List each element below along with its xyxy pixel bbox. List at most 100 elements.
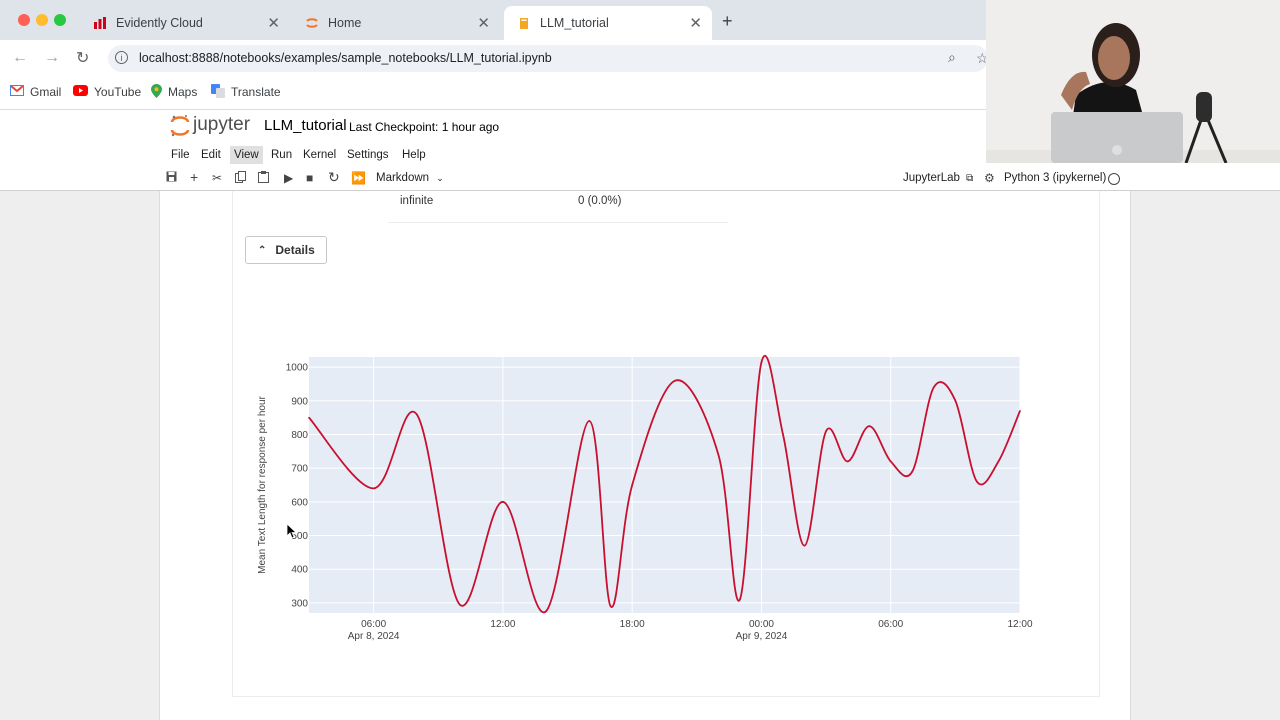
fast-forward-icon[interactable]: ⏩ bbox=[351, 171, 366, 185]
reload-icon[interactable]: ↻ bbox=[76, 50, 90, 67]
data-point bbox=[782, 433, 784, 436]
zoom-magnifier-icon[interactable]: ⌕ bbox=[948, 49, 956, 65]
data-point bbox=[997, 460, 1000, 463]
gear-icon[interactable]: ⚙ bbox=[984, 171, 995, 185]
external-link-icon: ⧉ bbox=[966, 173, 974, 184]
maximize-window-button[interactable] bbox=[54, 14, 66, 26]
jupyterlab-link[interactable]: JupyterLab ⧉ bbox=[903, 172, 973, 184]
url-text[interactable]: localhost:8888/notebooks/examples/sample… bbox=[139, 51, 552, 65]
y-axis-label: Mean Text Length for response per hour bbox=[257, 395, 268, 573]
bookmark-label: YouTube bbox=[94, 85, 142, 99]
data-point bbox=[308, 416, 310, 419]
y-tick-label: 1000 bbox=[286, 363, 309, 374]
data-point bbox=[933, 386, 935, 389]
minimize-window-button[interactable] bbox=[36, 14, 48, 26]
run-cell-icon[interactable]: ▶ bbox=[284, 171, 294, 185]
tab-llm-tutorial[interactable]: LLM_tutorial ✕ bbox=[504, 6, 712, 40]
checkpoint-status: Last Checkpoint: 1 hour ago bbox=[349, 120, 500, 134]
tab-title: Home bbox=[328, 16, 362, 30]
data-point bbox=[631, 484, 633, 486]
close-window-button[interactable] bbox=[18, 14, 30, 26]
y-tick-label: 900 bbox=[291, 396, 308, 407]
data-point bbox=[1019, 410, 1021, 412]
cell-type-value: Markdown bbox=[376, 172, 430, 184]
restart-kernel-icon[interactable]: ↻ bbox=[328, 169, 340, 185]
back-arrow-icon[interactable]: ← bbox=[12, 49, 28, 66]
table-divider bbox=[388, 222, 728, 223]
data-point bbox=[889, 460, 892, 463]
chevron-up-icon: ⌃ bbox=[258, 244, 267, 256]
bookmark-label: Maps bbox=[168, 85, 198, 99]
bookmark-label: Translate bbox=[231, 85, 281, 99]
notebook-toolbar bbox=[0, 167, 1280, 191]
data-point bbox=[868, 425, 870, 427]
x-tick-label: 18:00 bbox=[620, 619, 645, 630]
plot-area bbox=[309, 357, 1020, 613]
data-point bbox=[760, 361, 763, 363]
jupyter-logo-icon[interactable] bbox=[170, 114, 190, 143]
details-toggle-button[interactable]: ⌃ Details bbox=[245, 236, 327, 264]
translate-icon bbox=[211, 83, 225, 101]
bookmark-maps[interactable]: Maps bbox=[151, 83, 198, 101]
notebook-name[interactable]: LLM_tutorial bbox=[264, 117, 347, 134]
forward-arrow-icon[interactable]: → bbox=[44, 49, 60, 66]
x-tick-label: 12:00 bbox=[1007, 619, 1032, 630]
kernel-name[interactable]: Python 3 (ipykernel) bbox=[1004, 172, 1107, 184]
close-icon[interactable]: ✕ bbox=[267, 15, 280, 32]
jupyter-logo-text: jupyter bbox=[193, 114, 251, 135]
menu-view[interactable]: View bbox=[230, 146, 263, 164]
site-info-icon[interactable]: i bbox=[115, 51, 128, 64]
x-tick-label: 06:00 bbox=[878, 619, 903, 630]
y-tick-label: 800 bbox=[291, 430, 308, 441]
youtube-icon bbox=[73, 85, 88, 99]
jupyter-ring-icon bbox=[304, 15, 320, 31]
bookmark-label: Gmail bbox=[30, 85, 62, 99]
menu-help[interactable]: Help bbox=[402, 149, 426, 161]
bookmark-gmail[interactable]: Gmail bbox=[10, 84, 61, 100]
close-icon[interactable]: ✕ bbox=[477, 15, 490, 32]
menu-edit[interactable]: Edit bbox=[201, 149, 221, 161]
address-bar[interactable]: i localhost:8888/notebooks/examples/samp… bbox=[108, 45, 988, 72]
bookmark-youtube[interactable]: YouTube bbox=[73, 84, 141, 100]
add-cell-icon[interactable]: + bbox=[190, 169, 199, 185]
data-point bbox=[674, 379, 677, 382]
data-point bbox=[717, 453, 720, 456]
menu-kernel[interactable]: Kernel bbox=[303, 149, 337, 161]
data-point bbox=[954, 399, 957, 402]
data-point bbox=[846, 460, 849, 463]
data-point bbox=[415, 413, 418, 416]
x-tick-sublabel: Apr 8, 2024 bbox=[348, 631, 400, 642]
stop-kernel-icon[interactable]: ■ bbox=[306, 171, 314, 185]
data-point bbox=[911, 470, 914, 473]
cut-icon[interactable]: ✂ bbox=[212, 171, 223, 185]
menu-run[interactable]: Run bbox=[271, 149, 293, 161]
data-point bbox=[609, 605, 612, 608]
jupyterlab-label: JupyterLab bbox=[903, 172, 960, 184]
x-tick-label: 00:00 bbox=[749, 619, 774, 630]
maps-pin-icon bbox=[151, 83, 162, 101]
evidently-bars-icon bbox=[92, 15, 108, 31]
data-point bbox=[545, 610, 547, 613]
bookmark-translate[interactable]: Translate bbox=[211, 83, 281, 101]
mouse-cursor-icon bbox=[287, 524, 297, 539]
save-icon[interactable] bbox=[166, 171, 177, 185]
new-tab-button[interactable]: + bbox=[722, 11, 733, 31]
tab-evidently-cloud[interactable]: Evidently Cloud ✕ bbox=[80, 6, 290, 40]
paste-icon[interactable] bbox=[258, 171, 269, 186]
menu-settings[interactable]: Settings bbox=[347, 149, 389, 161]
chevron-down-icon: ⌄ bbox=[436, 173, 444, 183]
stat-value: 0 (0.0%) bbox=[578, 195, 622, 207]
notebook-book-icon bbox=[516, 15, 532, 31]
bookmark-star-icon[interactable]: ☆ bbox=[976, 50, 989, 66]
close-icon[interactable]: ✕ bbox=[689, 15, 702, 32]
tab-title: Evidently Cloud bbox=[116, 16, 203, 30]
data-point bbox=[825, 430, 827, 432]
menu-file[interactable]: File bbox=[171, 149, 190, 161]
data-point bbox=[372, 487, 375, 490]
cell-type-select[interactable]: Markdown ⌄ bbox=[376, 172, 444, 184]
details-label: Details bbox=[275, 243, 315, 257]
copy-icon[interactable] bbox=[235, 171, 246, 186]
tab-home[interactable]: Home ✕ bbox=[292, 6, 500, 40]
data-point bbox=[502, 501, 504, 503]
